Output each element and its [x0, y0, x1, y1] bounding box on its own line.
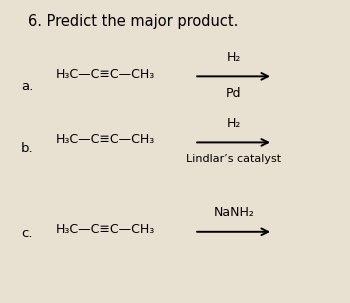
Text: H₃C—C≡C—CH₃: H₃C—C≡C—CH₃ — [56, 134, 155, 146]
Text: Pd: Pd — [226, 87, 241, 100]
Text: c.: c. — [21, 227, 33, 240]
Text: H₂: H₂ — [226, 51, 241, 64]
Text: 6. Predict the major product.: 6. Predict the major product. — [28, 14, 238, 29]
Text: b.: b. — [21, 142, 34, 155]
Text: H₂: H₂ — [226, 117, 241, 130]
Text: Lindlar’s catalyst: Lindlar’s catalyst — [186, 154, 281, 164]
Text: H₃C—C≡C—CH₃: H₃C—C≡C—CH₃ — [56, 223, 155, 236]
Text: H₃C—C≡C—CH₃: H₃C—C≡C—CH₃ — [56, 68, 155, 81]
Text: a.: a. — [21, 80, 33, 93]
Text: NaNH₂: NaNH₂ — [214, 206, 254, 219]
